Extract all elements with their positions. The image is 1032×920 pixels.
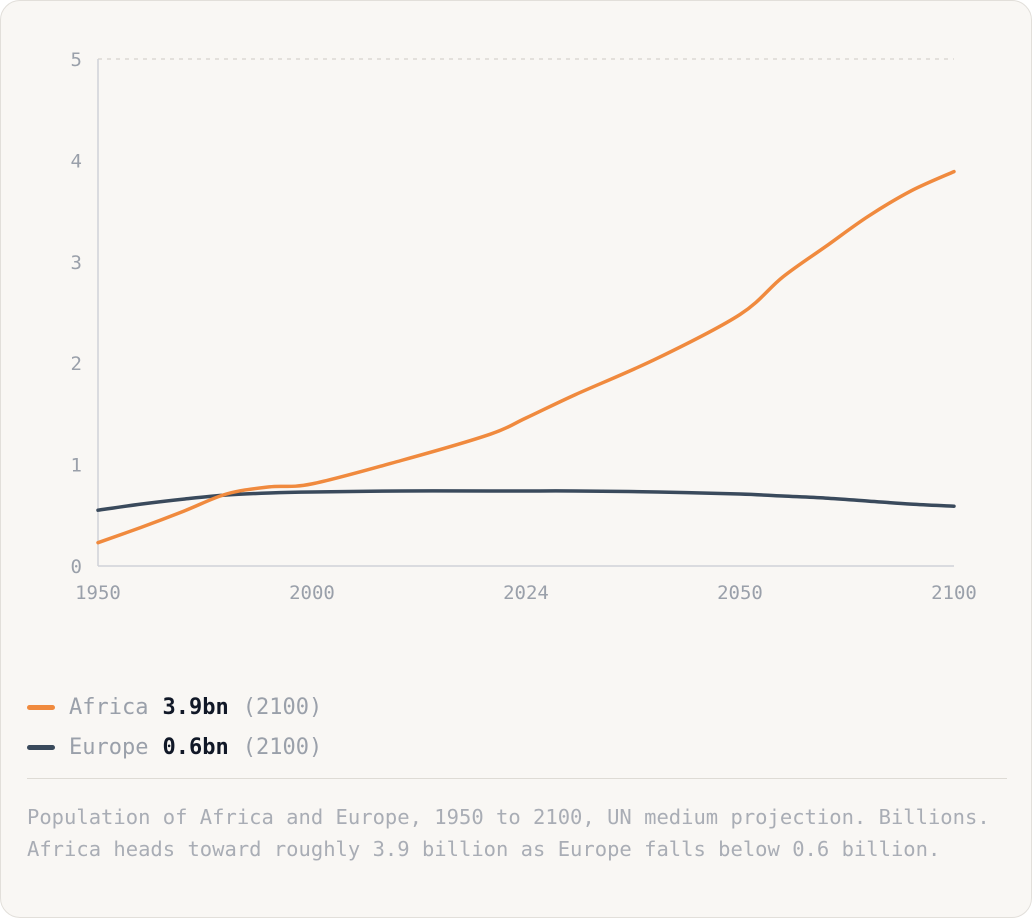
x-tick-label: 2100 [931,582,977,604]
legend-africa-name: Africa [69,694,149,720]
legend-africa-value: 3.9bn [162,694,229,720]
y-tick-label: 4 [71,150,82,172]
x-tick-label: 1950 [75,582,121,604]
y-tick-label: 5 [71,49,82,71]
chart-caption: Population of Africa and Europe, 1950 to… [27,805,990,861]
africa-swatch [27,704,55,710]
legend-europe-value: 0.6bn [162,734,229,760]
y-tick-label: 0 [71,556,82,578]
europe-swatch [27,744,55,750]
y-tick-label: 3 [71,252,82,274]
y-tick-label: 2 [71,353,82,375]
y-tick-label: 1 [71,455,82,477]
population-line-chart: 0 1 2 3 4 5 1950 2000 2024 2050 2100 [71,49,977,604]
legend-africa-year: (2100) [242,694,323,720]
x-tick-label: 2024 [503,582,549,604]
x-tick-label: 2000 [289,582,335,604]
series-line-africa [96,169,956,545]
divider [27,778,1007,779]
legend-item-africa: Africa 3.9bn (2100) [27,687,322,727]
legend-europe-year: (2100) [242,734,323,760]
legend-europe-name: Europe [69,734,149,760]
legend-item-europe: Europe 0.6bn (2100) [27,727,322,767]
legend: Africa 3.9bn (2100) Europe 0.6bn (2100) [27,687,322,767]
x-tick-label: 2050 [717,582,763,604]
